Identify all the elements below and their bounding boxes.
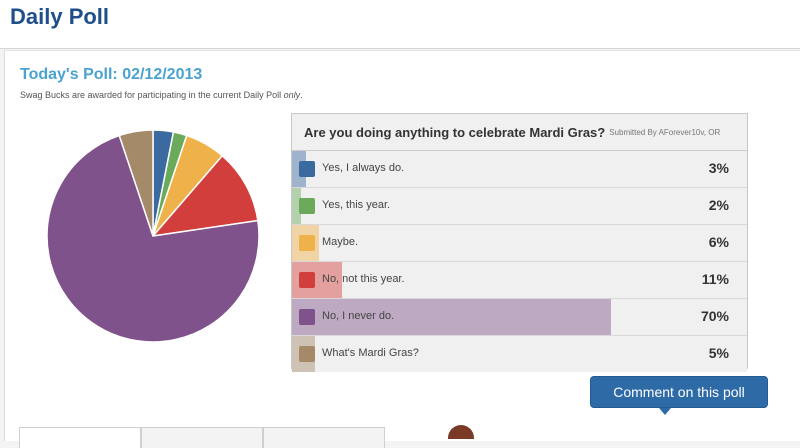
poll-option-row: Maybe. 6%: [292, 225, 747, 262]
poll-option-row: Yes, I always do. 3%: [292, 151, 747, 188]
poll-option-percent: 11%: [701, 271, 729, 287]
poll-option-row: Yes, this year. 2%: [292, 188, 747, 225]
pie-slice: [118, 129, 154, 237]
color-swatch-icon: [299, 309, 315, 325]
poll-panel: Today's Poll: 02/12/2013 Swag Bucks are …: [4, 50, 800, 448]
poll-question-header: Are you doing anything to celebrate Mard…: [292, 114, 747, 151]
poll-option-label: No, I never do.: [322, 310, 395, 322]
comment-on-poll-button[interactable]: Comment on this poll: [590, 376, 768, 408]
pie-slice: [46, 134, 260, 343]
color-swatch-icon: [299, 161, 315, 177]
color-swatch-icon: [299, 235, 315, 251]
poll-option-row: No, I never do. 70%: [292, 299, 747, 336]
poll-option-row: What's Mardi Gras? 5%: [292, 336, 747, 372]
page-title: Daily Poll: [10, 4, 110, 29]
poll-option-label: Yes, this year.: [322, 199, 391, 211]
speech-bubble-tail-icon: [659, 408, 671, 415]
poll-option-bar: [292, 299, 611, 335]
poll-option-percent: 3%: [708, 160, 729, 176]
poll-option-label: What's Mardi Gras?: [322, 347, 419, 359]
poll-question: Are you doing anything to celebrate Mard…: [304, 124, 606, 140]
poll-option-bar: [292, 188, 302, 224]
color-swatch-icon: [299, 272, 315, 288]
poll-note-emphasis: only: [283, 90, 301, 100]
top-bar: Daily Poll: [0, 0, 800, 49]
color-swatch-icon: [299, 346, 315, 362]
poll-option-bar: [292, 151, 306, 187]
tab-2[interactable]: [141, 427, 263, 448]
tab-3[interactable]: [263, 427, 385, 448]
tab-1[interactable]: [19, 427, 141, 448]
color-swatch-icon: [299, 198, 315, 214]
poll-option-label: Yes, I always do.: [322, 162, 405, 174]
poll-pie-chart: [46, 129, 260, 343]
poll-option-label: Maybe.: [322, 236, 359, 248]
poll-title: Today's Poll: 02/12/2013: [20, 66, 203, 83]
poll-note-end: .: [300, 90, 303, 100]
poll-option-row: No, not this year. 11%: [292, 262, 747, 299]
poll-option-label: No, not this year.: [322, 273, 405, 285]
poll-option-percent: 70%: [700, 308, 729, 324]
poll-results: Are you doing anything to celebrate Mard…: [291, 113, 748, 372]
poll-note: Swag Bucks are awarded for participating…: [20, 90, 303, 100]
poll-option-percent: 2%: [708, 197, 729, 213]
pie-slice: [151, 154, 259, 238]
poll-option-percent: 5%: [708, 345, 729, 361]
poll-submitted-by: Submitted By AForever10v, OR: [609, 127, 721, 137]
poll-option-percent: 6%: [708, 234, 729, 250]
poll-note-text: Swag Bucks are awarded for participating…: [20, 90, 282, 100]
